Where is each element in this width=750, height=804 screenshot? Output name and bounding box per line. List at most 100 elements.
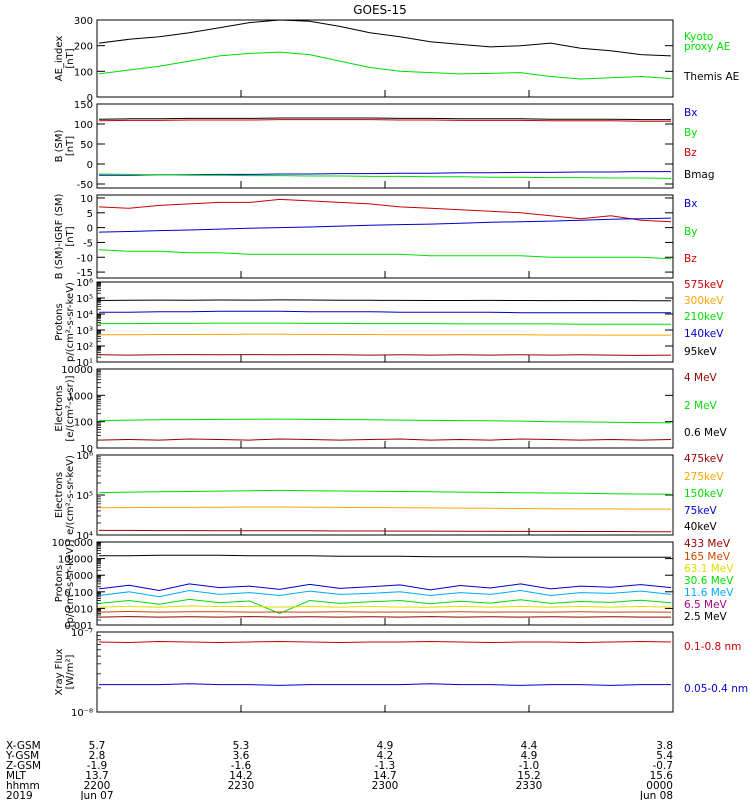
series-line-3 bbox=[98, 589, 672, 598]
legend-entry: 0.1-0.8 nm bbox=[684, 641, 741, 653]
footer-value: 14.7 bbox=[373, 770, 396, 782]
panel-3: -15 -10 -5 0 5 10 B (SM)-IGRF (SM) [nT] Bx By Bz bbox=[54, 194, 697, 280]
y-axis-label: p/(cm²-s-sr-keV) bbox=[65, 282, 76, 362]
legend-entry: Bx bbox=[684, 107, 697, 119]
y-tick-label: 10⁵ bbox=[76, 491, 93, 502]
footer-row-label: Y-GSM bbox=[5, 750, 39, 762]
series-line-3 bbox=[98, 249, 672, 260]
y-axis-label: Protons bbox=[54, 303, 65, 340]
y-axis-label: Electrons bbox=[54, 472, 65, 518]
y-tick-label: 10³ bbox=[76, 326, 93, 337]
footer-value: 4.4 bbox=[521, 740, 538, 752]
legend-entry: 210keV bbox=[684, 311, 724, 323]
y-tick-label: 10⁴ bbox=[76, 310, 93, 321]
y-tick-label: 200 bbox=[74, 42, 93, 53]
footer-value: -1.6 bbox=[231, 760, 252, 772]
footer-value: 15.6 bbox=[650, 770, 674, 782]
legend-entry: Themis AE bbox=[683, 71, 739, 83]
series-line-3 bbox=[98, 506, 671, 510]
legend-entry: 2 MeV bbox=[684, 400, 718, 412]
series-line-1 bbox=[98, 19, 672, 57]
y-tick-label: 100.000 bbox=[52, 538, 93, 549]
y-tick-label: 1000 bbox=[68, 391, 93, 402]
footer-row-label: hhmm bbox=[6, 780, 40, 792]
footer-value: 2230 bbox=[228, 780, 255, 792]
legend-entry: 11.6 MeV bbox=[684, 587, 734, 599]
y-tick-label: 10⁶ bbox=[76, 278, 93, 289]
panel-7: 0.001 0.010 0.100 1.000 10.000 100.000 Protons… bbox=[52, 538, 735, 632]
series-line-4 bbox=[99, 529, 672, 533]
y-axis-label: [nT] bbox=[65, 226, 76, 246]
legend-entry: Bz bbox=[684, 253, 697, 265]
footer-value: -1.9 bbox=[87, 760, 108, 772]
y-tick-label: 0 bbox=[87, 93, 93, 104]
y-tick-label: 10⁵ bbox=[76, 294, 93, 305]
series-line-3 bbox=[99, 322, 671, 325]
series-line-2 bbox=[98, 217, 672, 233]
legend-entry: 40keV bbox=[684, 521, 718, 533]
y-tick-label: 0.010 bbox=[64, 604, 93, 615]
y-axis-label: [nT] bbox=[65, 136, 76, 156]
y-tick-label: 10 bbox=[80, 444, 93, 455]
y-tick-label: 5 bbox=[87, 209, 93, 220]
footer-value: Jun 07 bbox=[79, 790, 113, 800]
series-line-2 bbox=[98, 418, 672, 424]
series-line-2 bbox=[98, 119, 671, 122]
y-tick-label: 0.100 bbox=[64, 588, 93, 599]
y-axis-label: AE_index bbox=[54, 36, 65, 82]
footer-value: 4.9 bbox=[521, 750, 538, 762]
footer-value: 3.8 bbox=[656, 740, 673, 752]
y-axis-label: B (SM) bbox=[54, 129, 65, 162]
series-line-1 bbox=[98, 117, 671, 121]
y-axis-label: B (SM)-IGRF (SM) bbox=[54, 194, 65, 280]
footer-value: 2300 bbox=[372, 780, 399, 792]
panel-8: 10⁻⁸ 10⁻⁷ Xray Flux [W/m²] 0.1-0.8 nm 0.05-0.… bbox=[54, 628, 748, 719]
panel-frame bbox=[96, 541, 674, 626]
legend-entry: Bmag bbox=[684, 169, 715, 181]
footer-row-label: MLT bbox=[6, 770, 26, 782]
series-line-2 bbox=[98, 51, 672, 80]
footer-row-label: X-GSM bbox=[6, 740, 41, 752]
legend-entry: Bx bbox=[684, 198, 697, 210]
y-axis-label: Xray Flux bbox=[54, 648, 65, 695]
y-tick-label: 10⁻⁸ bbox=[71, 708, 93, 719]
y-tick-label: 150 bbox=[74, 100, 93, 111]
panel-5: 10 100 1000 10000 Electrons [e/(cm²-s-sr)] 4 M… bbox=[54, 365, 728, 455]
series-line-1 bbox=[99, 554, 671, 558]
panel-frame bbox=[96, 454, 674, 536]
legend-entry: 0.05-0.4 nm bbox=[684, 683, 748, 695]
legend-entry: Bz bbox=[684, 147, 697, 159]
y-tick-label: 100 bbox=[74, 67, 93, 78]
y-axis-label: [p/(cm²-s-sr-keV)] bbox=[65, 540, 76, 628]
series-line-2 bbox=[99, 310, 671, 314]
footer-value: 5.3 bbox=[233, 740, 250, 752]
panel-4: 10¹ 10² 10³ 10⁴ 10⁵ 10⁶ Protons p/(cm²-s-sr-keV… bbox=[54, 278, 724, 369]
legend-entry: By bbox=[684, 127, 697, 139]
footer-value: -1.0 bbox=[519, 760, 540, 772]
y-axis-label: [nT] bbox=[65, 48, 76, 68]
footer-value: 0000 bbox=[646, 780, 673, 792]
footer-value: -1.3 bbox=[375, 760, 396, 772]
series-line-7 bbox=[98, 616, 671, 618]
legend-entry: 300keV bbox=[684, 295, 724, 307]
panel-frame bbox=[96, 19, 674, 98]
footer-value: 4.9 bbox=[377, 740, 394, 752]
y-tick-label: -5 bbox=[83, 238, 93, 249]
footer-value: 5.4 bbox=[656, 750, 673, 762]
y-axis-label: [W/m²] bbox=[65, 654, 76, 689]
y-axis-label: e/(cm²-s-sr-keV) bbox=[65, 455, 76, 535]
footer-value: 3.6 bbox=[233, 750, 250, 762]
footer-value: 13.7 bbox=[85, 770, 108, 782]
series-line-1 bbox=[98, 299, 671, 302]
y-tick-label: 10⁶ bbox=[76, 451, 93, 462]
panel-6: 10⁴ 10⁵ 10⁶ Electrons e/(cm²-s-sr-keV) 475keV… bbox=[54, 451, 724, 542]
footer-value: 2330 bbox=[516, 780, 543, 792]
series-line-5 bbox=[98, 605, 672, 608]
panel-frame bbox=[96, 281, 674, 363]
legend-entry: 433 MeV bbox=[684, 538, 731, 550]
series-line-6 bbox=[98, 610, 672, 613]
y-tick-label: 10¹ bbox=[76, 358, 93, 369]
